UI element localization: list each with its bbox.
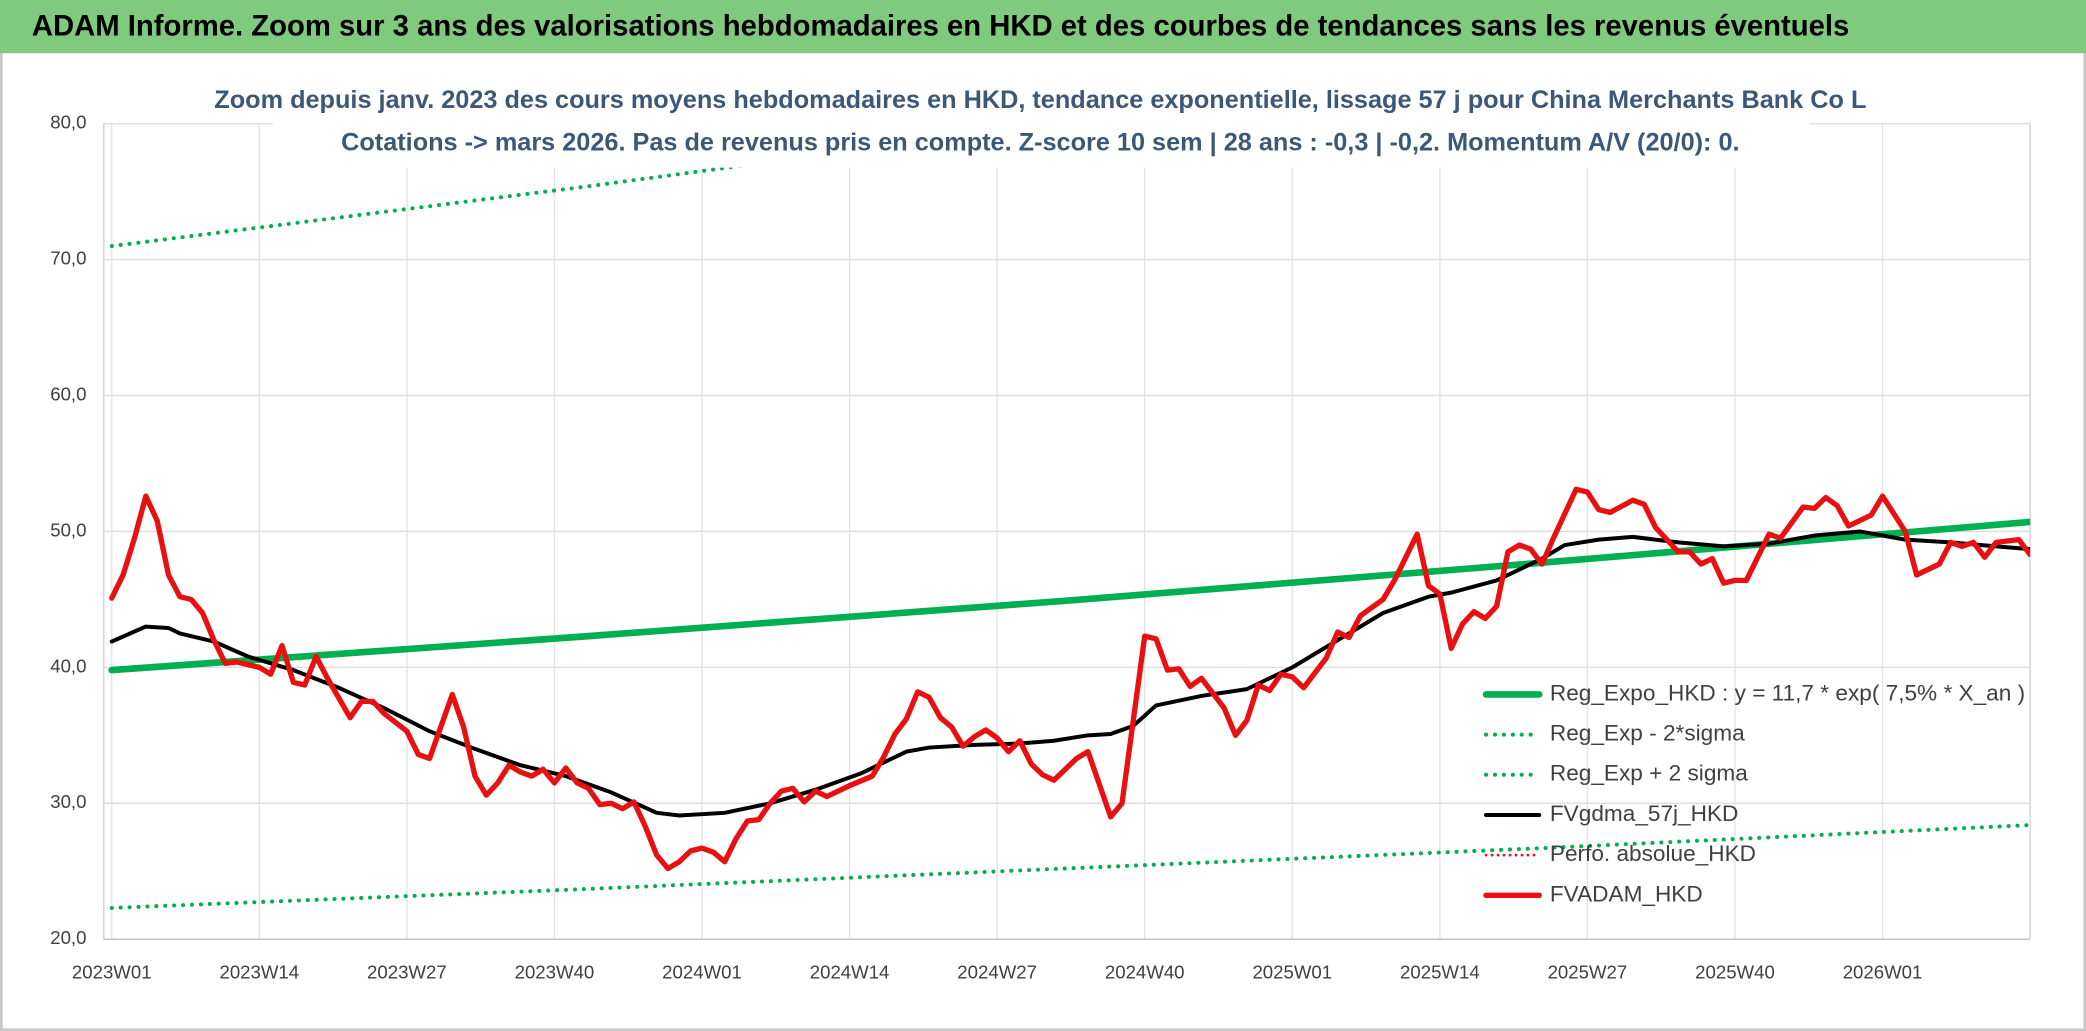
legend-label: FVgdma_57j_HKD xyxy=(1550,801,1739,826)
y-tick-label: 50,0 xyxy=(50,519,86,540)
x-tick-label: 2025W01 xyxy=(1252,962,1332,983)
series-line xyxy=(109,823,2031,910)
y-tick-label: 30,0 xyxy=(50,791,86,812)
y-tick-label: 40,0 xyxy=(50,655,86,676)
series-line xyxy=(109,486,2031,872)
subtitle: Zoom depuis janv. 2023 des cours moyens … xyxy=(214,86,1866,114)
legend-label: Perfo. absolue_HKD xyxy=(1550,841,1756,866)
legend-label: Reg_Exp + 2 sigma xyxy=(1550,761,1748,786)
x-tick-label: 2025W14 xyxy=(1400,962,1480,983)
subtitle-box xyxy=(272,79,1810,168)
legend: Reg_Expo_HKD : y = 11,7 * exp( 7,5% * X_… xyxy=(1482,680,2025,906)
series-line xyxy=(109,123,1070,249)
x-tick-label: 2023W14 xyxy=(219,962,299,983)
header-bar xyxy=(0,0,2086,54)
legend-label: Reg_Expo_HKD : y = 11,7 * exp( 7,5% * X_… xyxy=(1550,680,2025,705)
x-tick-label: 2023W27 xyxy=(367,962,447,983)
grid: 20,0 30,0 40,0 50,0 60,0 70,0 80,0 2023W01 2023W… xyxy=(50,112,2031,983)
legend-label: Reg_Exp - 2*sigma xyxy=(1550,721,1745,746)
x-tick-label: 2023W40 xyxy=(515,962,595,983)
x-tick-label: 2025W40 xyxy=(1695,962,1775,983)
y-tick-label: 60,0 xyxy=(50,383,86,404)
subtitle: Cotations -> mars 2026. Pas de revenus p… xyxy=(341,128,1739,156)
x-tick-label: 2024W27 xyxy=(957,962,1037,983)
plot xyxy=(108,123,2031,910)
series-line xyxy=(108,518,2031,674)
x-tick-label: 2026W01 xyxy=(1843,962,1923,983)
x-tick-label: 2024W01 xyxy=(662,962,742,983)
chart-title: ADAM Informe. Zoom sur 3 ans des valoris… xyxy=(32,11,1849,43)
x-tick-label: 2024W40 xyxy=(1105,962,1185,983)
x-tick-label: 2023W01 xyxy=(72,962,152,983)
y-tick-label: 80,0 xyxy=(50,112,86,133)
legend-label: FVADAM_HKD xyxy=(1550,881,1703,906)
x-tick-label: 2025W27 xyxy=(1548,962,1628,983)
y-tick-label: 20,0 xyxy=(50,927,86,948)
y-tick-label: 70,0 xyxy=(50,248,86,269)
x-tick-label: 2024W14 xyxy=(810,962,890,983)
